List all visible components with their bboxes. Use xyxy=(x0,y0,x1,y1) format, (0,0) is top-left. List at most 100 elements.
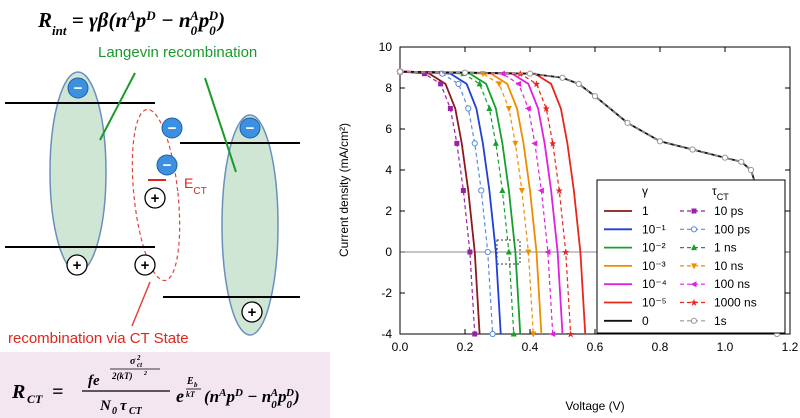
pointer-line xyxy=(99,72,136,141)
eq-part: N xyxy=(99,398,112,414)
ct-ellipse xyxy=(131,108,181,282)
legend-label: 1 ns xyxy=(714,241,737,255)
eq-part: A xyxy=(126,8,136,23)
eq-part: 0 xyxy=(112,406,117,417)
marker xyxy=(690,299,698,306)
y-tick-label: -2 xyxy=(381,286,392,300)
marker xyxy=(505,248,512,255)
electron-sign: − xyxy=(246,120,255,137)
hole xyxy=(144,187,166,209)
marker xyxy=(515,80,522,87)
eq-part: p xyxy=(224,387,235,406)
marker xyxy=(531,140,538,147)
legend-label: 10 ns xyxy=(714,259,743,273)
eq-part: R xyxy=(37,8,52,32)
eq-part: D xyxy=(234,387,243,399)
pointer-line xyxy=(204,77,237,173)
eq-part: fe xyxy=(88,373,100,389)
marker xyxy=(691,244,697,251)
marker xyxy=(476,80,483,87)
eq-part: A xyxy=(218,387,226,399)
hole-sign: + xyxy=(73,257,82,274)
marker xyxy=(690,317,698,324)
hole-sign: + xyxy=(248,304,257,321)
marker xyxy=(562,248,570,256)
y-tick-label: 0 xyxy=(385,245,392,259)
marker xyxy=(471,140,478,147)
eq-part: ct xyxy=(137,361,143,369)
electron-sign: − xyxy=(74,80,83,97)
marker xyxy=(549,139,557,147)
eq-part: 2 xyxy=(136,354,141,362)
eq-part: p xyxy=(134,8,147,32)
series-line xyxy=(399,71,534,335)
marker xyxy=(537,187,544,194)
marker xyxy=(747,166,755,174)
marker xyxy=(472,331,478,337)
eq-part: 0 xyxy=(191,23,198,38)
marker xyxy=(530,331,537,338)
legend-label: 100 ps xyxy=(714,222,750,236)
series-line xyxy=(399,71,572,335)
x-tick-label: 0.2 xyxy=(457,340,474,354)
diagram: Rint = γβ(nApD − n0Ap0D) Langevin recomb… xyxy=(0,8,330,418)
pointer-line xyxy=(131,281,151,327)
marker xyxy=(721,154,729,161)
marker xyxy=(467,249,473,255)
marker xyxy=(575,80,582,88)
ect-part: E xyxy=(184,175,193,191)
marker xyxy=(691,263,697,270)
eq-part: σ xyxy=(130,356,136,367)
eq-part: D xyxy=(145,8,156,23)
y-axis-label: Current density (mA/cm²) xyxy=(337,123,351,257)
eq-part: τ xyxy=(120,398,128,414)
marker xyxy=(624,119,631,126)
legend-label: 0 xyxy=(642,314,649,328)
eq-part: A xyxy=(189,8,199,23)
eq-part: 0 xyxy=(271,399,277,411)
eq-part: R xyxy=(11,381,25,403)
marker xyxy=(518,188,525,194)
legend-header-part: τ xyxy=(712,184,717,198)
series-line xyxy=(399,70,564,335)
electron xyxy=(67,77,89,99)
eq-part: CT xyxy=(27,392,43,406)
equation-top: Rint = γβ(nApD − n0Ap0D) xyxy=(37,8,225,38)
marker xyxy=(559,74,566,81)
marker xyxy=(484,248,491,256)
legend-label: 100 ns xyxy=(714,277,750,291)
marker xyxy=(591,93,599,100)
marker xyxy=(505,106,512,112)
x-tick-label: 0.6 xyxy=(587,340,604,354)
eq-part: 2(kT) xyxy=(111,371,133,381)
x-axis-label: Voltage (V) xyxy=(565,399,624,413)
eq-part: = xyxy=(52,381,63,403)
eq-part: n xyxy=(179,8,191,32)
marker xyxy=(512,140,519,147)
equation-bottom: R CT = fe σ 2 ct 2(kT) 2 N 0 τ CT e E b … xyxy=(11,354,300,417)
equation-box xyxy=(0,352,330,418)
eq-part: n xyxy=(115,8,127,32)
legend-header: γ xyxy=(642,184,648,198)
eq-part: ) xyxy=(216,8,225,32)
legend-label: 10⁻³ xyxy=(642,259,666,273)
marker xyxy=(656,138,664,145)
marker xyxy=(454,140,460,146)
series-line xyxy=(399,71,476,335)
marker xyxy=(461,69,469,76)
eq-part: p xyxy=(197,8,210,32)
eq-part: 0 xyxy=(287,399,293,411)
x-tick-label: 1.2 xyxy=(782,340,799,354)
ct-label: recombination via CT State xyxy=(8,330,189,347)
eq-part: E xyxy=(186,376,194,387)
y-tick-label: 8 xyxy=(385,81,392,95)
eq-part: = γβ( xyxy=(66,8,117,32)
legend-label: 10⁻⁴ xyxy=(642,277,667,291)
eq-part: ) xyxy=(292,387,300,406)
electron xyxy=(156,154,178,176)
marker xyxy=(438,81,444,87)
eq-part: A xyxy=(270,387,278,399)
eq-part: kT xyxy=(186,390,196,399)
x-tick-label: 0.0 xyxy=(392,340,409,354)
marker xyxy=(526,70,534,77)
